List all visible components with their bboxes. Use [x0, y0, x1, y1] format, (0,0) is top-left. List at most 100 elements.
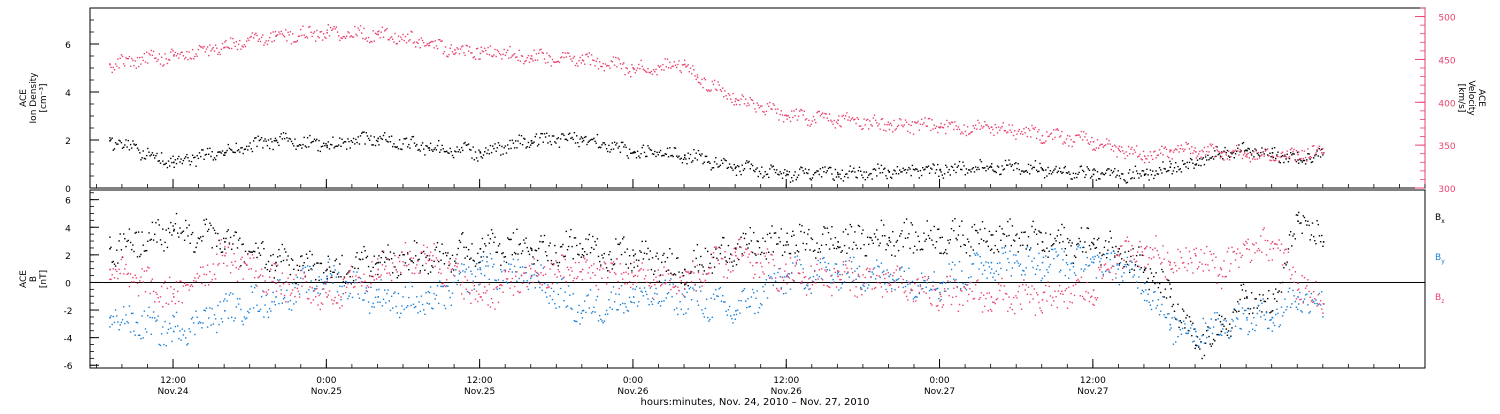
data-point	[785, 293, 786, 294]
data-point	[1096, 277, 1097, 278]
data-point	[1314, 240, 1315, 241]
data-point	[530, 144, 531, 145]
data-point	[777, 243, 778, 244]
data-point	[1206, 337, 1207, 338]
data-point	[740, 300, 741, 301]
data-point	[732, 170, 733, 171]
data-point	[310, 32, 311, 33]
data-point	[537, 260, 538, 261]
data-point	[407, 252, 408, 253]
data-point	[252, 252, 253, 253]
data-point	[592, 139, 593, 140]
data-point	[1284, 154, 1285, 155]
data-point	[737, 99, 738, 100]
data-point	[751, 99, 752, 100]
data-point	[519, 135, 520, 136]
data-point	[1214, 156, 1215, 157]
data-point	[438, 272, 439, 273]
data-point	[684, 288, 685, 289]
data-point	[231, 48, 232, 49]
data-point	[522, 56, 523, 57]
data-point	[765, 171, 766, 172]
data-point	[120, 58, 121, 59]
data-point	[883, 130, 884, 131]
data-point	[113, 67, 114, 68]
data-point	[957, 239, 958, 240]
data-point	[835, 169, 836, 170]
data-point	[239, 151, 240, 152]
data-point	[262, 34, 263, 35]
data-point	[700, 291, 701, 292]
data-point	[141, 231, 142, 232]
data-point	[402, 143, 403, 144]
data-point	[191, 234, 192, 235]
data-point	[351, 282, 352, 283]
data-point	[363, 131, 364, 132]
data-point	[1297, 220, 1299, 222]
data-point	[926, 287, 927, 288]
data-point	[644, 253, 645, 254]
data-point	[854, 231, 855, 232]
data-point	[1124, 158, 1125, 159]
data-point	[701, 309, 702, 310]
data-point	[1081, 227, 1082, 228]
data-point	[688, 308, 689, 309]
data-point	[358, 136, 359, 137]
data-point	[1084, 268, 1085, 269]
data-point	[730, 253, 731, 254]
data-point	[752, 100, 753, 101]
data-point	[360, 135, 361, 136]
data-point	[1039, 140, 1040, 141]
data-point	[673, 156, 674, 157]
data-point	[1114, 256, 1115, 257]
data-point	[771, 225, 772, 226]
y-tick-label: 2	[65, 252, 71, 262]
data-point	[859, 266, 860, 267]
data-point	[1131, 269, 1132, 270]
data-point	[1136, 281, 1137, 282]
data-point	[277, 34, 278, 35]
data-point	[958, 282, 959, 283]
data-point	[596, 299, 597, 300]
data-point	[768, 106, 769, 107]
data-point	[679, 301, 680, 302]
data-point	[137, 283, 138, 284]
data-point	[844, 245, 845, 246]
data-point	[175, 326, 176, 327]
data-point	[593, 138, 594, 139]
data-point	[978, 122, 979, 123]
data-point	[929, 173, 930, 174]
data-point	[950, 239, 951, 240]
data-point	[115, 142, 116, 143]
data-point	[1120, 178, 1121, 179]
data-point	[1161, 304, 1162, 305]
data-point	[439, 251, 440, 252]
data-point	[530, 278, 531, 279]
data-point	[305, 145, 306, 146]
data-point	[996, 172, 997, 173]
data-point	[471, 290, 472, 291]
data-point	[644, 152, 645, 153]
data-point	[418, 301, 419, 302]
data-point	[712, 167, 713, 168]
data-point	[446, 279, 447, 280]
data-point	[220, 151, 221, 152]
data-point	[490, 238, 491, 239]
data-point	[1019, 265, 1020, 266]
data-point	[1011, 275, 1012, 276]
data-point	[1108, 271, 1109, 272]
data-point	[318, 140, 319, 141]
data-point	[786, 170, 787, 171]
data-point	[1021, 274, 1022, 275]
data-point	[692, 65, 693, 66]
data-point	[272, 149, 273, 150]
data-point	[470, 303, 471, 304]
data-point	[605, 263, 606, 264]
data-point	[198, 323, 199, 324]
data-point	[584, 301, 585, 302]
data-point	[1016, 233, 1017, 234]
data-point	[819, 111, 820, 112]
data-point	[1215, 146, 1216, 147]
data-point	[978, 169, 979, 170]
data-point	[141, 315, 142, 316]
